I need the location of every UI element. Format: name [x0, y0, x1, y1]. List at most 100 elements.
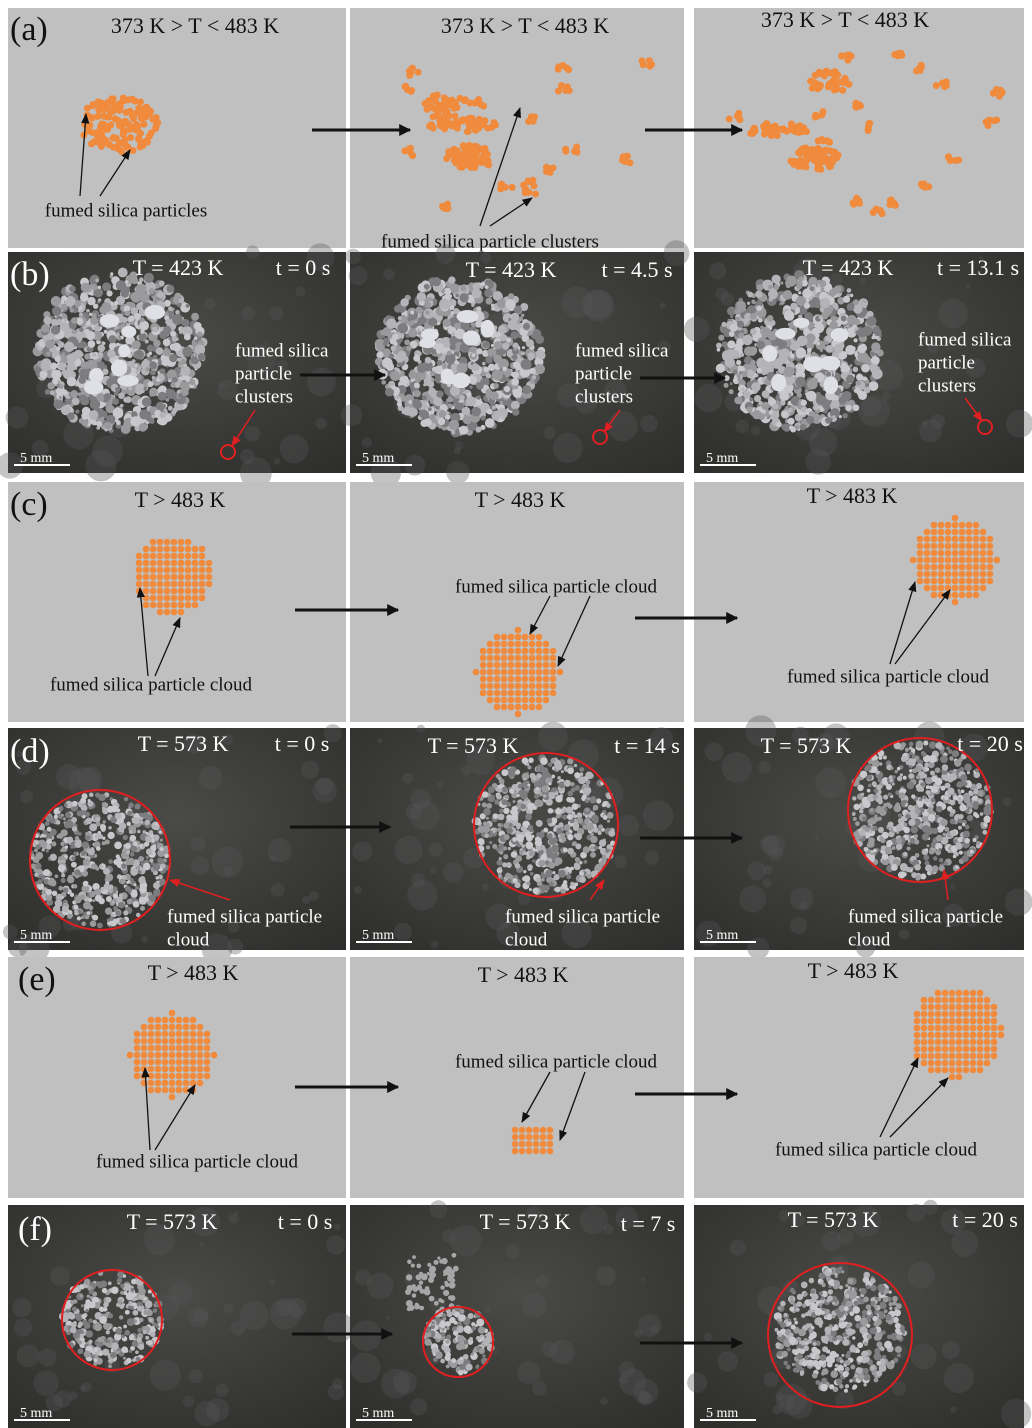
particle: [70, 403, 74, 407]
particle: [63, 817, 66, 820]
particle: [543, 794, 546, 797]
particle: [160, 839, 163, 842]
particle: [157, 602, 164, 609]
particle: [583, 846, 590, 853]
particle: [127, 899, 133, 905]
particle: [987, 543, 994, 550]
particle: [502, 786, 508, 792]
surface-spot: [931, 414, 946, 429]
particle: [586, 823, 594, 831]
particle: [528, 352, 535, 359]
particle: [874, 345, 877, 348]
particle: [511, 401, 520, 410]
particle: [421, 329, 439, 341]
particle: [543, 683, 550, 690]
surface-spot: [410, 800, 440, 830]
particle: [500, 334, 507, 341]
particle: [529, 662, 536, 669]
particle: [825, 417, 832, 424]
particle: [538, 832, 544, 838]
particle: [423, 404, 429, 410]
particle: [417, 363, 427, 373]
particle: [64, 342, 74, 352]
particle: [973, 522, 980, 529]
particle: [92, 915, 98, 921]
surface-spot: [20, 790, 33, 803]
particle: [424, 284, 430, 290]
particle: [178, 560, 185, 567]
particle: [125, 843, 131, 849]
particle: [793, 318, 809, 328]
particle: [43, 830, 48, 835]
surface-spot: [443, 862, 463, 882]
surface-spot: [302, 896, 311, 905]
particle: [150, 588, 157, 595]
particle: [726, 116, 733, 123]
particle: [160, 412, 166, 418]
particle: [532, 191, 539, 198]
particle: [568, 867, 572, 871]
time-label: t = 4.5 s: [601, 257, 672, 282]
particle: [127, 858, 134, 865]
annotation: clusters: [575, 386, 633, 407]
particle: [527, 803, 535, 811]
particle: [938, 592, 945, 599]
particle: [386, 318, 397, 329]
particle: [478, 825, 485, 832]
particle: [493, 813, 499, 819]
particle: [529, 704, 536, 711]
particle: [585, 808, 588, 811]
particle: [938, 571, 945, 578]
particle: [75, 409, 79, 413]
particle: [993, 117, 1000, 124]
particle: [779, 348, 790, 359]
particle: [863, 326, 873, 336]
surface-spot: [270, 307, 284, 321]
particle: [543, 648, 550, 655]
particle: [727, 340, 735, 348]
particle: [486, 817, 489, 820]
particle: [931, 522, 938, 529]
particle: [177, 303, 182, 308]
particle: [67, 412, 75, 420]
particle: [119, 894, 122, 897]
surface-spot: [694, 384, 722, 412]
particle: [755, 290, 762, 297]
particle: [113, 893, 118, 898]
particle: [735, 308, 742, 315]
particle: [823, 376, 838, 393]
particle: [192, 546, 199, 553]
annotation: fumed silica particle cloud: [50, 674, 253, 695]
particle: [514, 347, 517, 350]
particle: [457, 363, 468, 374]
surface-spot: [660, 303, 666, 309]
particle: [56, 820, 61, 825]
particle: [107, 806, 114, 813]
particle: [898, 813, 902, 817]
particle: [472, 282, 480, 290]
particle: [543, 690, 550, 697]
particle: [868, 784, 872, 788]
particle: [845, 391, 849, 395]
surface-spot: [922, 421, 929, 428]
particle: [522, 757, 529, 764]
particle: [65, 812, 71, 818]
particle: [508, 704, 515, 711]
particle: [61, 878, 66, 883]
particle: [177, 357, 181, 361]
particle: [439, 299, 450, 310]
particle: [966, 557, 973, 564]
particle: [152, 327, 157, 332]
particle: [771, 374, 786, 391]
particle: [508, 847, 511, 850]
particle: [548, 782, 551, 785]
particle: [729, 323, 737, 331]
particle: [512, 837, 517, 842]
particle: [767, 315, 774, 322]
particle: [46, 889, 52, 895]
particle: [967, 815, 973, 821]
particle: [98, 102, 105, 109]
annotation: clusters: [918, 375, 976, 396]
particle: [590, 852, 596, 858]
particle: [143, 560, 150, 567]
